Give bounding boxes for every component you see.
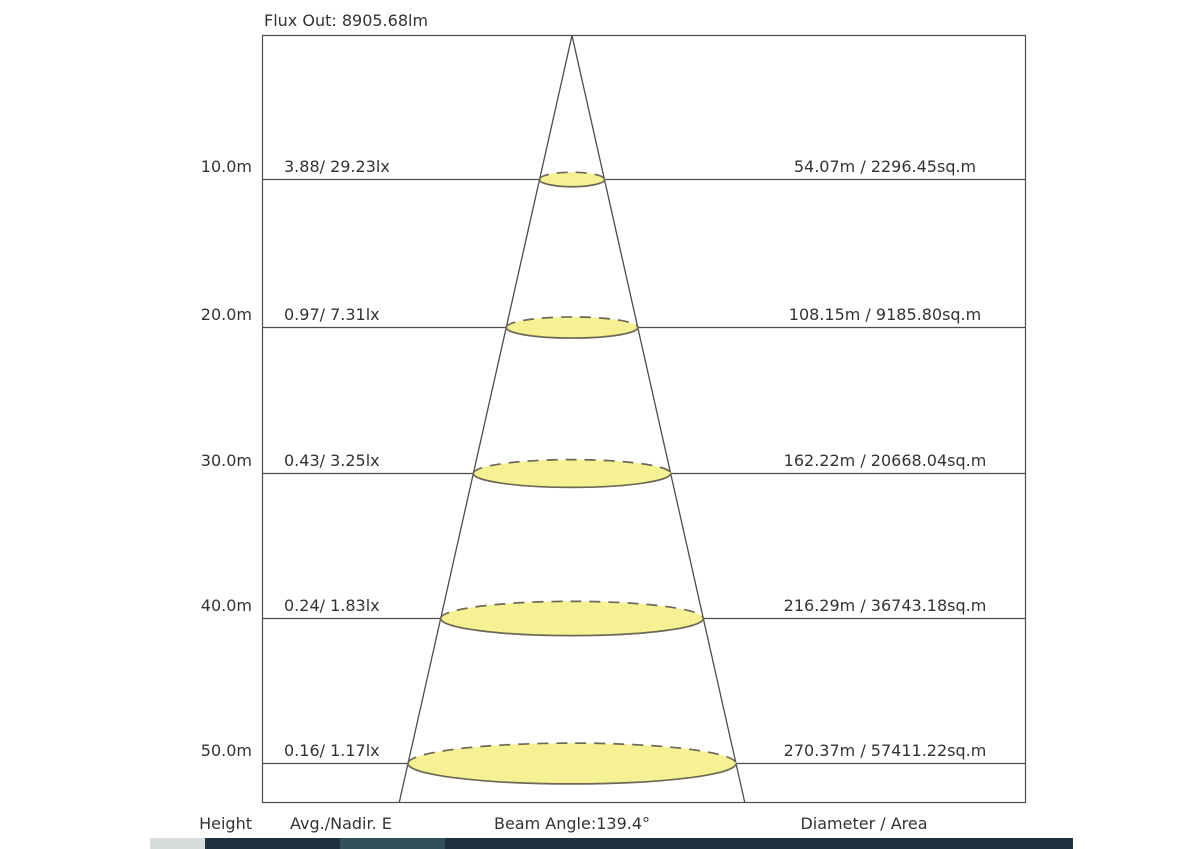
row-height-label: 50.0m xyxy=(200,740,252,760)
row-avg-nadir-value: 0.24/ 1.83lx xyxy=(284,595,380,615)
beam-spot-lower-arc xyxy=(439,618,705,637)
footer-avg-nadir-label: Avg./Nadir. E xyxy=(290,814,392,833)
beam-spot-ellipse xyxy=(539,172,605,187)
row-diameter-area-value: 270.37m / 57411.22sq.m xyxy=(783,740,987,760)
row-avg-nadir-value: 0.97/ 7.31lx xyxy=(284,304,380,324)
footer-diameter-area-label: Diameter / Area xyxy=(800,814,928,833)
bottom-bar-mid-segment xyxy=(340,838,445,849)
beam-spot-ellipse xyxy=(408,743,736,784)
beam-spot-upper-arc-dashed xyxy=(505,316,639,328)
beam-cone-edges xyxy=(398,35,746,803)
row-height-label: 30.0m xyxy=(200,450,252,470)
beam-spot-upper-arc-dashed xyxy=(472,458,672,474)
flux-out-title: Flux Out: 8905.68lm xyxy=(264,11,429,30)
beam-spot-lower-arc xyxy=(472,473,672,489)
beam-spot-lower-arc xyxy=(505,327,639,339)
row-avg-nadir-value: 0.43/ 3.25lx xyxy=(284,450,380,470)
bottom-bar-dark-segment xyxy=(445,838,1073,849)
bottom-bar-dark-segment xyxy=(205,838,340,849)
row-height-label: 40.0m xyxy=(200,595,252,615)
beam-spot-ellipse xyxy=(506,316,638,339)
beam-spot-upper-arc-dashed xyxy=(407,742,737,764)
beam-spot-ellipse xyxy=(440,601,704,636)
row-height-label: 10.0m xyxy=(200,156,252,176)
row-diameter-area-value: 216.29m / 36743.18sq.m xyxy=(783,595,987,615)
beam-spot-lower-arc xyxy=(407,763,737,785)
row-diameter-area-value: 108.15m / 9185.80sq.m xyxy=(788,304,982,324)
footer-height-label: Height xyxy=(199,814,252,833)
row-avg-nadir-value: 0.16/ 1.17lx xyxy=(284,740,380,760)
bottom-bar-light-segment xyxy=(150,838,205,849)
footer-beam-angle-label: Beam Angle:139.4° xyxy=(493,814,651,833)
beam-spot-ellipse xyxy=(473,459,671,488)
beam-spot-upper-arc-dashed xyxy=(439,600,705,619)
row-diameter-area-value: 162.22m / 20668.04sq.m xyxy=(783,450,987,470)
row-diameter-area-value: 54.07m / 2296.45sq.m xyxy=(793,156,977,176)
beam-spot-lower-arc xyxy=(538,179,606,188)
row-height-label: 20.0m xyxy=(200,304,252,324)
beam-spot-upper-arc-dashed xyxy=(538,171,606,180)
chart-frame xyxy=(261,34,1027,804)
row-avg-nadir-value: 3.88/ 29.23lx xyxy=(284,156,390,176)
